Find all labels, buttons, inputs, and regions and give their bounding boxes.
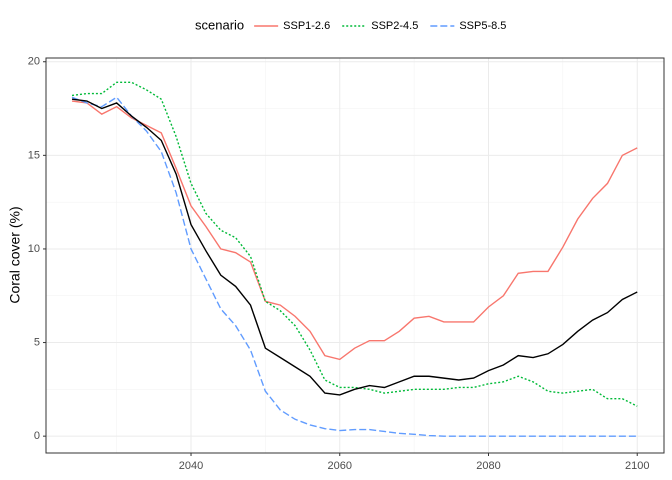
y-tick-label: 0 bbox=[34, 430, 40, 442]
x-tick-label: 2080 bbox=[476, 460, 500, 472]
series-line bbox=[71, 81, 638, 407]
series-line bbox=[71, 98, 638, 396]
y-tick-label: 20 bbox=[28, 56, 40, 68]
x-tick-label: 2100 bbox=[625, 460, 649, 472]
y-tick-label: 10 bbox=[28, 243, 40, 255]
y-axis-label: Coral cover (%) bbox=[7, 206, 23, 303]
x-tick-label: 2040 bbox=[179, 460, 203, 472]
legend-label: SSP2-4.5 bbox=[371, 20, 418, 32]
legend-label: SSP1-2.6 bbox=[283, 20, 330, 32]
legend-label: SSP5-8.5 bbox=[459, 20, 506, 32]
series-line bbox=[71, 96, 638, 437]
panel-border bbox=[45, 57, 665, 454]
y-tick-label: 15 bbox=[28, 149, 40, 161]
y-tick-label: 5 bbox=[34, 336, 40, 348]
series-line bbox=[71, 100, 638, 361]
legend-title: scenario bbox=[195, 17, 244, 32]
x-tick-label: 2060 bbox=[328, 460, 352, 472]
